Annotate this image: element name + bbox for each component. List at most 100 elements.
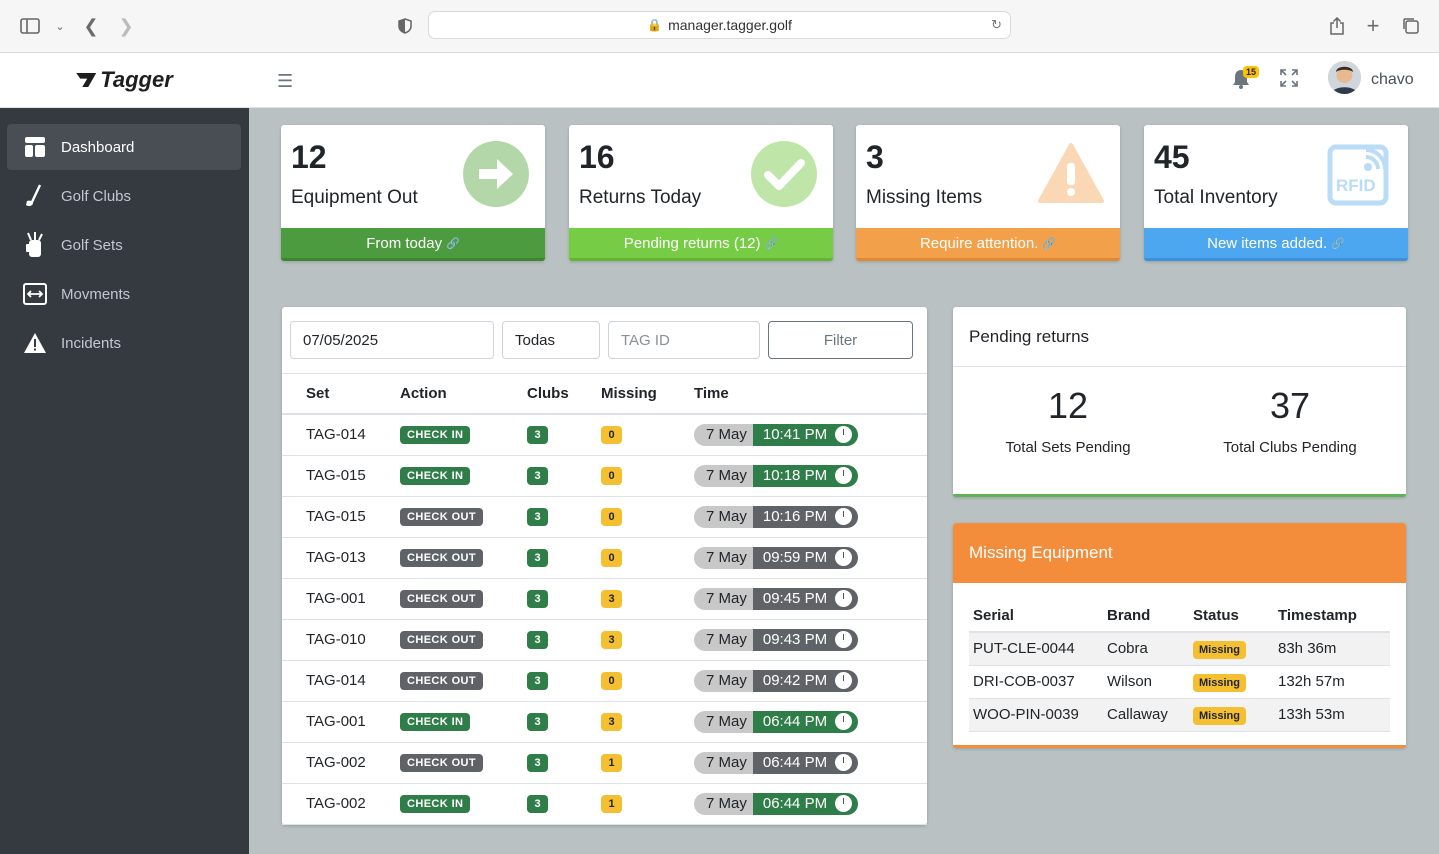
table-row[interactable]: TAG-015 CHECK IN 3 0 7 May 10:18 PM xyxy=(282,455,927,497)
cell-brand: Callaway xyxy=(1103,698,1189,732)
cell-set: TAG-014 xyxy=(282,660,376,702)
col-status[interactable]: Status xyxy=(1189,600,1274,633)
chevron-down-icon[interactable]: ⌄ xyxy=(55,20,65,33)
table-row[interactable]: TAG-001 CHECK OUT 3 3 7 May 09:45 PM xyxy=(282,578,927,620)
filter-button[interactable]: Filter xyxy=(768,321,913,359)
table-row[interactable]: TAG-013 CHECK OUT 3 0 7 May 09:59 PM xyxy=(282,537,927,579)
stat-footer-link[interactable]: Require attention. 🔗 xyxy=(856,228,1120,261)
table-row[interactable]: WOO-PIN-0039 Callaway Missing 133h 53m xyxy=(969,698,1390,732)
notifications-button[interactable]: 15 xyxy=(1232,66,1260,91)
cell-status: Missing xyxy=(1189,632,1274,666)
stat-footer-link[interactable]: New items added. 🔗 xyxy=(1144,228,1408,261)
user-name[interactable]: chavo xyxy=(1371,71,1414,88)
sidebar-toggle-icon[interactable] xyxy=(18,14,42,38)
stat-box-equipment-out: 12 Equipment Out From today 🔗 xyxy=(281,125,545,261)
col-clubs[interactable]: Clubs xyxy=(503,374,577,415)
lock-icon: 🔒 xyxy=(647,18,663,32)
cell-action: CHECK OUT xyxy=(376,660,503,702)
tabs-overview-icon[interactable] xyxy=(1399,14,1423,38)
col-action[interactable]: Action xyxy=(376,374,503,415)
table-row[interactable]: TAG-002 CHECK OUT 3 1 7 May 06:44 PM xyxy=(282,742,927,784)
missing-count-badge: 1 xyxy=(601,754,622,772)
stat-footer-link[interactable]: From today 🔗 xyxy=(281,228,545,261)
cell-time: 7 May 10:18 PM xyxy=(670,455,927,497)
clock-icon xyxy=(835,795,853,812)
time-text: 10:41 PM xyxy=(762,426,828,444)
action-badge: CHECK OUT xyxy=(400,631,483,649)
share-icon[interactable] xyxy=(1325,14,1349,38)
stat-value: 45 xyxy=(1154,139,1190,175)
table-row[interactable]: TAG-014 CHECK IN 3 0 7 May 10:41 PM xyxy=(282,414,927,456)
shield-icon[interactable] xyxy=(393,14,417,38)
cell-time: 7 May 09:59 PM xyxy=(670,537,927,579)
action-badge: CHECK OUT xyxy=(400,754,483,772)
fullscreen-icon[interactable] xyxy=(1280,69,1300,89)
table-row[interactable]: TAG-001 CHECK IN 3 3 7 May 06:44 PM xyxy=(282,701,927,743)
cell-missing: 3 xyxy=(577,619,670,661)
clubs-count-badge: 3 xyxy=(527,631,548,649)
svg-text:RFID: RFID xyxy=(1336,176,1376,195)
filter-bar: 07/05/2025 Todas TAG ID Filter xyxy=(282,307,927,374)
sidebar-item-incidents[interactable]: Incidents xyxy=(7,320,241,366)
clock-icon xyxy=(835,672,853,689)
arrows-icon xyxy=(22,282,48,306)
forward-icon[interactable]: ❯ xyxy=(118,15,134,36)
table-row[interactable]: PUT-CLE-0044 Cobra Missing 83h 36m xyxy=(969,632,1390,666)
new-tab-icon[interactable]: + xyxy=(1366,13,1380,38)
table-row[interactable]: TAG-015 CHECK OUT 3 0 7 May 10:16 PM xyxy=(282,496,927,538)
table-row[interactable]: DRI-COB-0037 Wilson Missing 132h 57m xyxy=(969,665,1390,699)
stat-footer-label: Pending returns (12) xyxy=(623,234,761,252)
date-input[interactable]: 07/05/2025 xyxy=(290,321,494,359)
col-brand[interactable]: Brand xyxy=(1103,600,1189,633)
sidebar-item-golf-sets[interactable]: Golf Sets xyxy=(7,222,241,268)
col-set[interactable]: Set xyxy=(282,374,376,415)
col-serial[interactable]: Serial xyxy=(969,600,1103,633)
time-label: 09:43 PM xyxy=(752,628,859,651)
clubs-pending-value: 37 xyxy=(1269,385,1311,426)
warning-icon xyxy=(1038,143,1104,203)
cell-time: 7 May 09:42 PM xyxy=(670,660,927,702)
status-badge: Missing xyxy=(1193,707,1246,725)
table-row[interactable]: TAG-010 CHECK OUT 3 3 7 May 09:43 PM xyxy=(282,619,927,661)
tag-id-input[interactable]: TAG ID xyxy=(608,321,760,359)
cell-missing: 3 xyxy=(577,578,670,620)
col-time[interactable]: Time xyxy=(670,374,927,415)
table-row[interactable]: TAG-014 CHECK OUT 3 0 7 May 09:42 PM xyxy=(282,660,927,702)
date-label: 7 May xyxy=(694,792,753,815)
sidebar-item-dashboard[interactable]: Dashboard xyxy=(7,124,241,170)
menu-toggle-icon[interactable]: ☰ xyxy=(277,71,294,91)
reload-icon[interactable]: ↻ xyxy=(991,17,1002,32)
time-text: 09:42 PM xyxy=(762,672,828,689)
cell-clubs: 3 xyxy=(503,660,577,702)
back-icon[interactable]: ❮ xyxy=(83,15,99,36)
clock-icon xyxy=(835,631,853,648)
stat-label: Equipment Out xyxy=(291,187,418,208)
browser-toolbar: ⌄ ❮ ❯ 🔒 manager.tagger.golf ↻ + xyxy=(0,0,1439,53)
card-title: Pending returns xyxy=(953,307,1406,367)
sidebar-item-movments[interactable]: Movments xyxy=(7,271,241,317)
tagger-logo-icon xyxy=(76,73,97,87)
avatar[interactable] xyxy=(1328,61,1361,94)
stat-footer-link[interactable]: Pending returns (12) 🔗 xyxy=(569,228,833,261)
action-badge: CHECK OUT xyxy=(400,590,483,608)
stat-value: 3 xyxy=(866,139,884,175)
address-bar[interactable]: 🔒 manager.tagger.golf ↻ xyxy=(428,11,1011,39)
status-badge: Missing xyxy=(1193,641,1246,660)
cell-clubs: 3 xyxy=(503,537,577,579)
warning-icon xyxy=(22,331,48,355)
col-timestamp[interactable]: Timestamp xyxy=(1274,600,1390,633)
clubs-count-badge: 3 xyxy=(527,754,548,772)
table-row[interactable]: TAG-002 CHECK IN 3 1 7 May 06:44 PM xyxy=(282,783,927,825)
cell-missing: 1 xyxy=(577,742,670,784)
clock-icon xyxy=(835,467,853,484)
time-text: 09:45 PM xyxy=(762,590,828,607)
type-select[interactable]: Todas xyxy=(502,321,600,359)
cell-set: TAG-001 xyxy=(282,578,376,620)
status-badge: Missing xyxy=(1193,674,1246,692)
col-missing[interactable]: Missing xyxy=(577,374,670,415)
date-label: 7 May xyxy=(694,505,753,528)
sidebar-item-golf-clubs[interactable]: Golf Clubs xyxy=(7,173,241,219)
golf-bag-icon xyxy=(22,232,48,257)
date-label: 7 May xyxy=(694,710,753,733)
brand-logo[interactable]: Tagger xyxy=(0,53,249,108)
